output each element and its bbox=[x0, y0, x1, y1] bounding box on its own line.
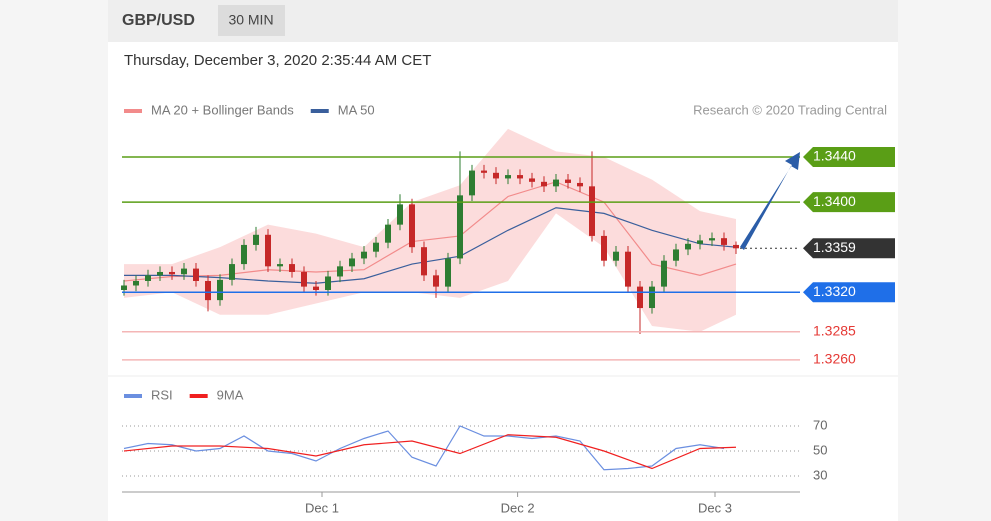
candle-body bbox=[481, 170, 487, 173]
candle-body bbox=[433, 275, 439, 287]
candle-body bbox=[385, 224, 391, 243]
candle-body bbox=[553, 179, 559, 187]
legend-label: RSI bbox=[151, 387, 173, 402]
candle-body bbox=[349, 258, 355, 267]
ma-line bbox=[123, 181, 737, 282]
legend-label: MA 50 bbox=[338, 102, 375, 117]
candle-body bbox=[409, 204, 415, 248]
candle-body bbox=[673, 249, 679, 261]
candle-body bbox=[277, 264, 283, 267]
candle-body bbox=[637, 286, 643, 309]
candle-body bbox=[169, 271, 175, 275]
candle-body bbox=[397, 204, 403, 225]
candle-body bbox=[529, 178, 535, 182]
candle-body bbox=[229, 264, 235, 280]
x-tick-label: Dec 2 bbox=[501, 500, 535, 515]
candle-body bbox=[181, 268, 187, 275]
candle-body bbox=[421, 247, 427, 276]
candle-body bbox=[721, 238, 727, 245]
candle-body bbox=[313, 286, 319, 290]
interval: 30 MIN bbox=[228, 12, 273, 28]
legend-swatch bbox=[310, 109, 329, 113]
level-tag bbox=[803, 192, 895, 213]
x-tick-label: Dec 1 bbox=[305, 500, 339, 515]
forecast-arrow bbox=[740, 152, 800, 250]
legend-swatch bbox=[124, 394, 142, 398]
level-label: 1.3440 bbox=[813, 148, 856, 164]
y-tick-label: 30 bbox=[813, 467, 827, 482]
level-tag bbox=[803, 238, 895, 259]
candle-body bbox=[205, 280, 211, 301]
legend-label: 9MA bbox=[217, 387, 244, 402]
candle-body bbox=[601, 235, 607, 261]
candle-body bbox=[193, 268, 199, 281]
x-tick-label: Dec 3 bbox=[698, 500, 732, 515]
candle-body bbox=[469, 170, 475, 196]
attribution: Research © 2020 Trading Central bbox=[693, 102, 887, 117]
legend-swatch bbox=[124, 109, 142, 113]
legend-label: MA 20 + Bollinger Bands bbox=[151, 102, 294, 117]
legend-swatch bbox=[189, 394, 208, 398]
candle-body bbox=[649, 286, 655, 309]
candle-body bbox=[445, 258, 451, 287]
level-label: 1.3320 bbox=[813, 283, 856, 299]
candle-body bbox=[541, 181, 547, 187]
candle-body bbox=[565, 179, 571, 183]
y-tick-label: 70 bbox=[813, 417, 827, 432]
candle-body bbox=[709, 238, 715, 241]
candle-body bbox=[121, 285, 127, 290]
level-label: 1.3285 bbox=[813, 322, 856, 338]
candle-body bbox=[157, 271, 163, 276]
level-label: 1.3260 bbox=[813, 351, 856, 367]
candle-body bbox=[613, 251, 619, 261]
candle-body bbox=[241, 244, 247, 265]
candle-body bbox=[493, 172, 499, 179]
candle-body bbox=[325, 276, 331, 290]
candle-body bbox=[253, 234, 259, 245]
level-label: 1.3400 bbox=[813, 193, 856, 209]
candle-body bbox=[457, 195, 463, 259]
level-label: 1.3359 bbox=[813, 239, 856, 255]
candle-body bbox=[625, 251, 631, 287]
symbol: GBP/USD bbox=[122, 12, 195, 29]
candle-body bbox=[685, 243, 691, 250]
y-tick-label: 50 bbox=[813, 442, 827, 457]
indicator-line bbox=[123, 434, 737, 470]
level-tag bbox=[803, 147, 895, 168]
candle-body bbox=[133, 280, 139, 286]
ma-line bbox=[124, 207, 737, 284]
interval-badge[interactable] bbox=[218, 5, 285, 36]
candle-body bbox=[697, 240, 703, 244]
candle-body bbox=[517, 175, 523, 179]
candle-body bbox=[289, 264, 295, 272]
candle-body bbox=[661, 260, 667, 287]
candle-body bbox=[589, 186, 595, 236]
candle-body bbox=[145, 275, 151, 281]
candle-body bbox=[361, 251, 367, 259]
level-tag bbox=[803, 282, 895, 303]
candle-body bbox=[577, 182, 583, 187]
candle-body bbox=[265, 234, 271, 267]
candle-body bbox=[505, 175, 511, 179]
candle-body bbox=[217, 279, 223, 301]
candle-body bbox=[733, 244, 739, 249]
candle-body bbox=[337, 266, 343, 277]
candle-body bbox=[373, 242, 379, 252]
timestamp: Thursday, December 3, 2020 2:35:44 AM CE… bbox=[124, 52, 431, 69]
candle-body bbox=[301, 271, 307, 287]
